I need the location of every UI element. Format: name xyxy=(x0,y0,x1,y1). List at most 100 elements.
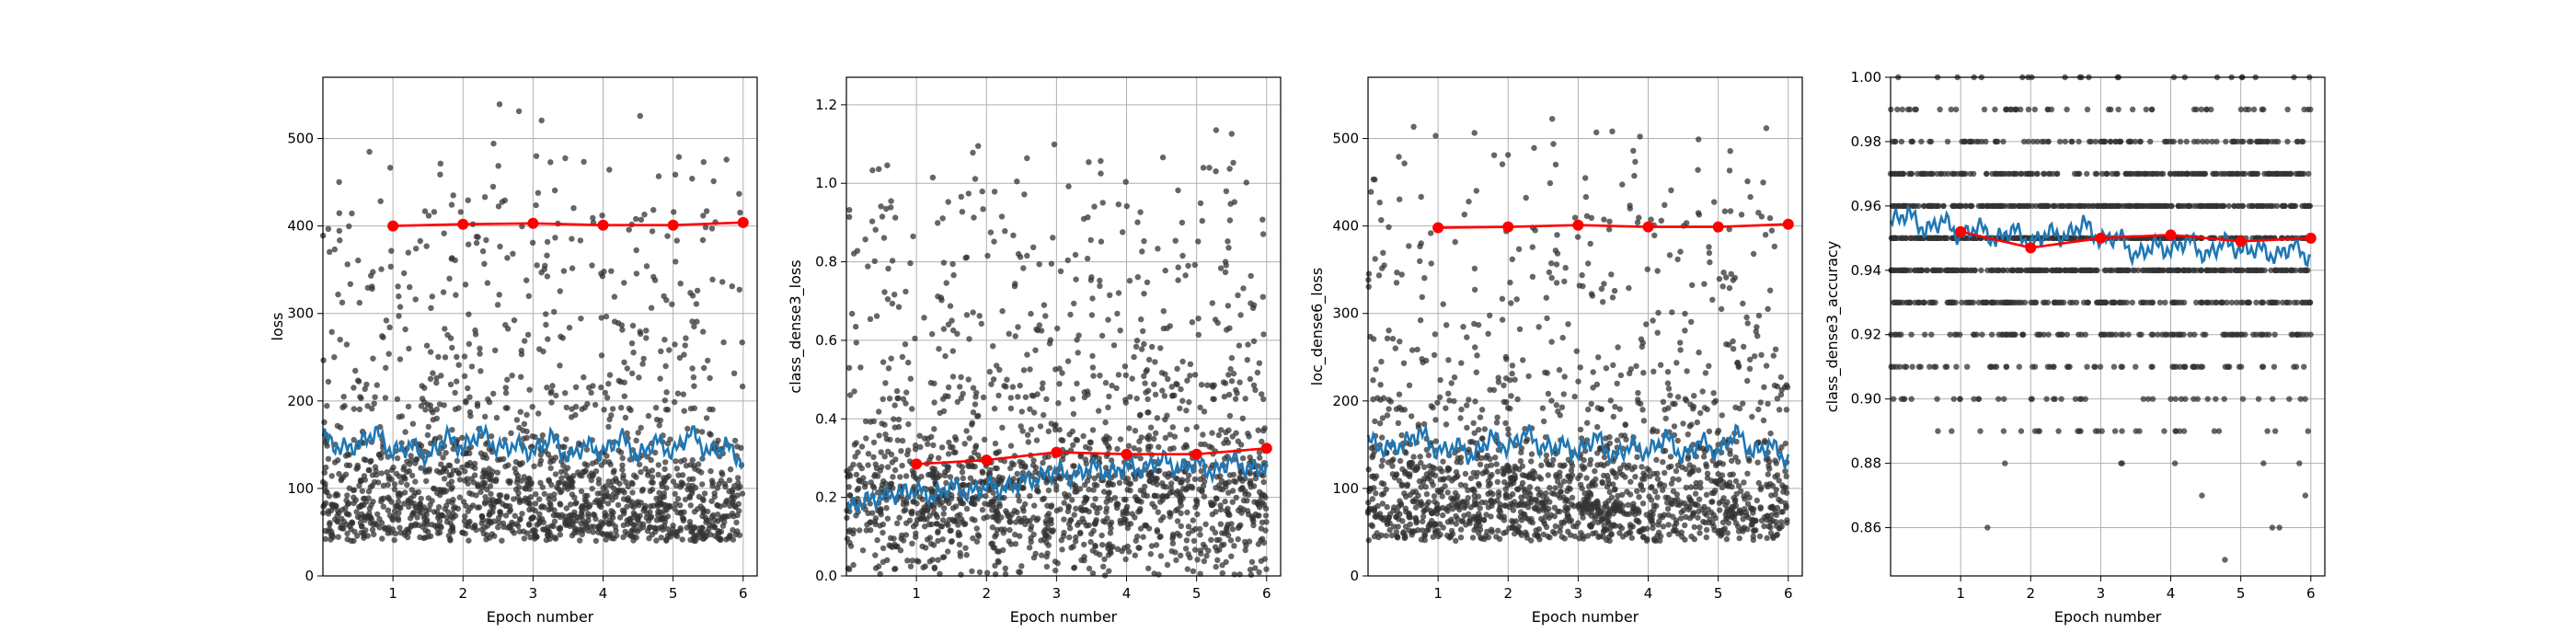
scatter-point xyxy=(396,293,402,300)
scatter-point xyxy=(339,299,346,305)
scatter-point xyxy=(431,209,438,215)
scatter-point xyxy=(1654,268,1661,274)
scatter-point xyxy=(1115,290,1122,296)
scatter-point xyxy=(959,469,966,476)
scatter-point xyxy=(499,199,505,205)
scatter-point xyxy=(433,509,441,515)
scatter-point xyxy=(1126,278,1133,284)
scatter-point xyxy=(571,509,578,515)
scatter-point xyxy=(958,374,964,381)
scatter-point xyxy=(1054,325,1061,332)
scatter-point xyxy=(1782,500,1788,507)
scatter-point xyxy=(655,471,661,478)
scatter-point xyxy=(1495,527,1501,534)
scatter-point xyxy=(885,464,891,470)
scatter-point xyxy=(925,507,931,513)
scatter-point xyxy=(958,193,965,201)
scatter-point xyxy=(1677,339,1684,346)
scatter-point xyxy=(1103,509,1110,515)
scatter-point xyxy=(1376,199,1383,206)
scatter-point xyxy=(694,318,700,325)
scatter-point xyxy=(1768,492,1775,499)
scatter-point xyxy=(1548,260,1555,267)
scatter-point xyxy=(650,273,657,281)
scatter-point xyxy=(1636,510,1642,516)
scatter-point xyxy=(448,478,455,485)
scatter-point xyxy=(342,453,350,459)
scatter-point xyxy=(523,434,530,442)
scatter-point xyxy=(995,518,1002,524)
scatter-point xyxy=(1219,569,1226,577)
scatter-point xyxy=(544,385,550,391)
scatter-point xyxy=(611,293,618,300)
scatter-point xyxy=(1012,531,1018,538)
scatter-point xyxy=(405,403,412,410)
scatter-point xyxy=(396,313,402,319)
scatter-point xyxy=(878,203,884,210)
scatter-point xyxy=(406,345,412,352)
scatter-point xyxy=(1075,519,1083,526)
epoch-mean-point-3 xyxy=(527,217,539,229)
scatter-point xyxy=(1637,133,1643,140)
scatter-point xyxy=(1464,424,1470,431)
scatter-point xyxy=(1522,472,1528,479)
scatter-point xyxy=(1623,436,1629,443)
scatter-point xyxy=(1664,369,1672,375)
scatter-point xyxy=(423,342,431,349)
scatter-point xyxy=(1609,128,1616,134)
scatter-point xyxy=(711,493,718,500)
scatter-point xyxy=(1259,472,1267,479)
scatter-point xyxy=(719,471,726,477)
scatter-point xyxy=(1766,287,1774,293)
scatter-point xyxy=(1720,495,1727,501)
scatter-point xyxy=(970,409,977,416)
scatter-point xyxy=(1115,372,1122,378)
scatter-point xyxy=(1421,275,1428,282)
scatter-point xyxy=(1589,293,1596,299)
scatter-point xyxy=(571,494,578,500)
scatter-point xyxy=(401,270,408,277)
scatter-point xyxy=(510,250,516,257)
scatter-point xyxy=(528,480,535,488)
scatter-point xyxy=(1122,178,1129,185)
scatter-point xyxy=(889,258,896,264)
scatter-point xyxy=(1125,443,1133,449)
scatter-point xyxy=(1431,351,1438,359)
scatter-point xyxy=(1225,510,1232,516)
scatter-point xyxy=(1098,157,1104,165)
scatter-point xyxy=(1493,420,1501,426)
scatter-point xyxy=(1677,347,1684,353)
scatter-point xyxy=(1144,396,1151,403)
scatter-point xyxy=(1102,379,1110,386)
scatter-point xyxy=(1263,566,1270,572)
scatter-point xyxy=(1666,252,1673,259)
scatter-point xyxy=(1582,448,1589,454)
scatter-point xyxy=(689,456,696,464)
scatter-point xyxy=(882,431,889,438)
scatter-point xyxy=(1580,282,1586,290)
scatter-point xyxy=(395,499,402,505)
scatter-point xyxy=(959,464,966,470)
scatter-point xyxy=(1059,546,1065,553)
scatter-point xyxy=(1153,430,1159,436)
scatter-point xyxy=(1716,276,1723,282)
scatter-point xyxy=(890,485,896,491)
scatter-point xyxy=(1022,394,1029,400)
scatter-point xyxy=(1145,432,1153,439)
scatter-point xyxy=(1432,417,1439,423)
scatter-point xyxy=(1204,382,1211,388)
scatter-point xyxy=(625,483,631,490)
scatter-point xyxy=(436,434,443,441)
scatter-point xyxy=(1024,252,1030,259)
scatter-point xyxy=(638,424,644,431)
scatter-point xyxy=(1050,527,1057,534)
scatter-point xyxy=(467,413,474,420)
scatter-point xyxy=(1262,494,1269,500)
scatter-point xyxy=(463,450,469,456)
scatter-point xyxy=(445,462,452,468)
scatter-point xyxy=(538,117,545,124)
scatter-point xyxy=(865,451,872,457)
scatter-point xyxy=(1048,260,1055,267)
scatter-point xyxy=(1099,200,1106,206)
scatter-point xyxy=(1018,408,1026,415)
